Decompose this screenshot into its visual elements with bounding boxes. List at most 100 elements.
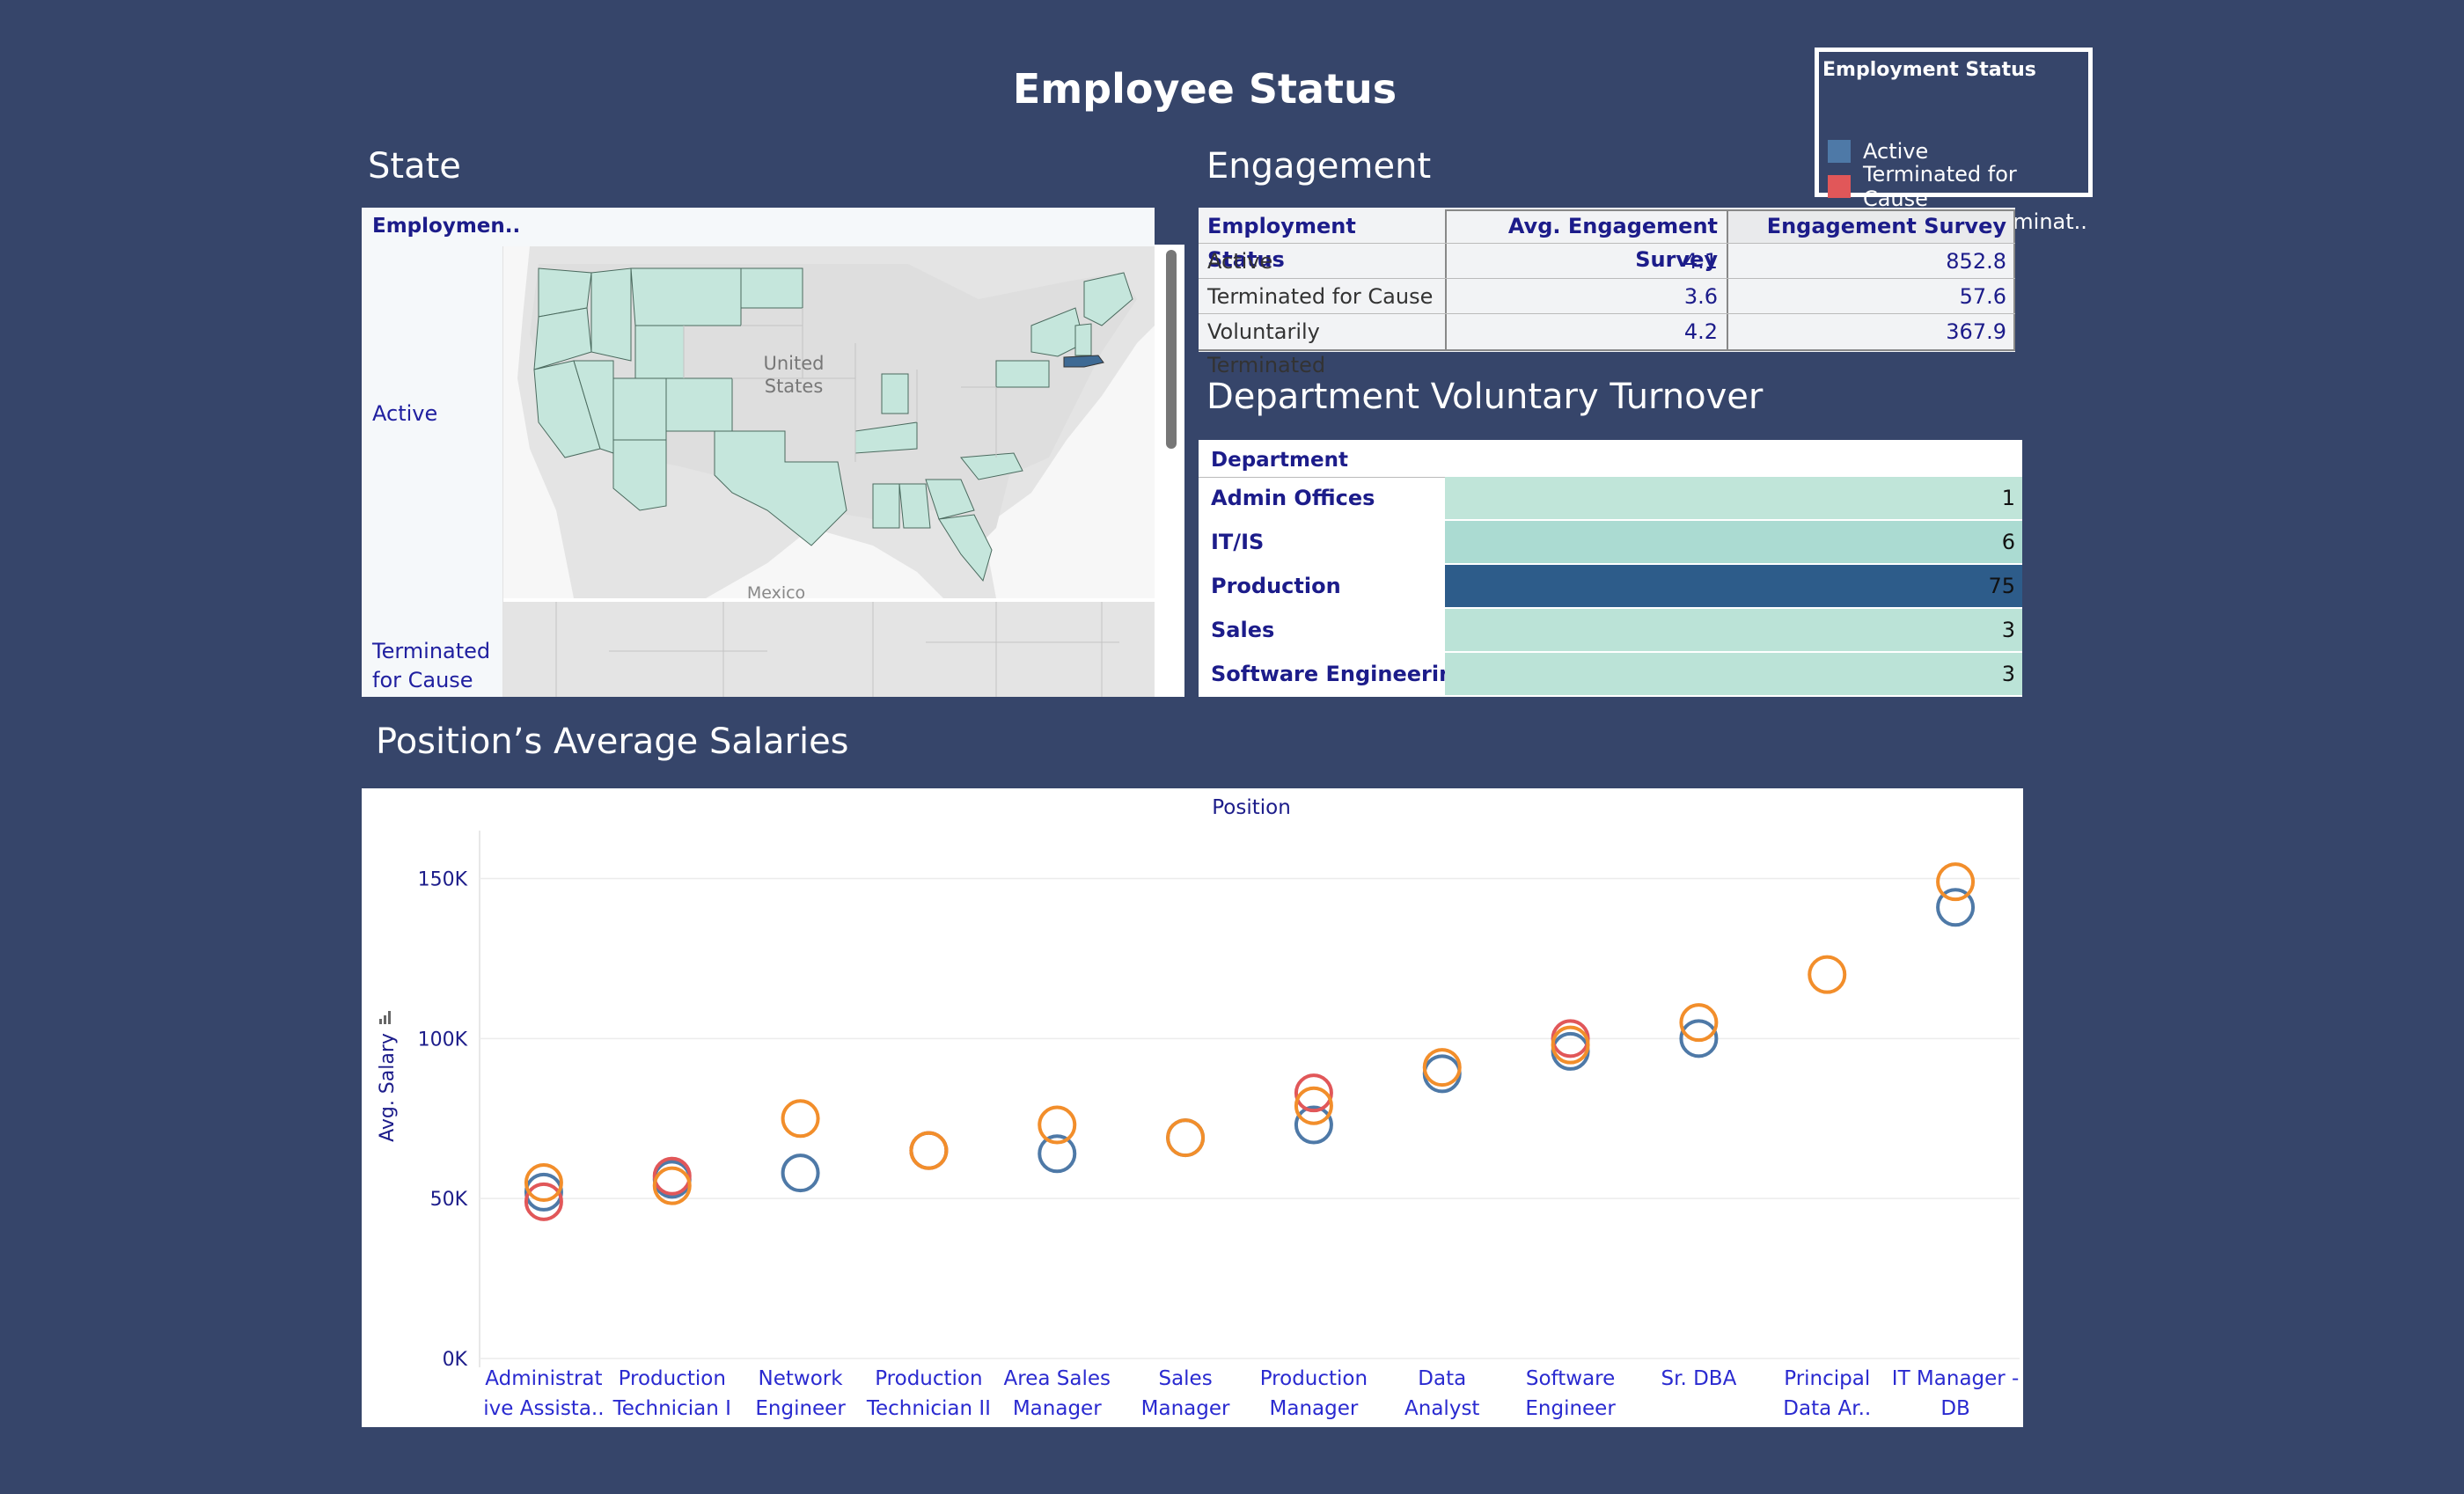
dept-value: 3: [1445, 653, 2022, 695]
dept-value: 75: [1445, 565, 2022, 607]
salary-point[interactable]: [781, 1153, 820, 1193]
dept-row-software-engineering[interactable]: Software Engineering 3: [1199, 653, 2022, 695]
dept-value: 3: [1445, 609, 2022, 651]
salary-point[interactable]: [1808, 955, 1847, 994]
dept-row-itis[interactable]: IT/IS 6: [1199, 521, 2022, 563]
salary-point[interactable]: [1294, 1105, 1333, 1145]
dept-row-sales[interactable]: Sales 3: [1199, 609, 2022, 651]
x-tick-label[interactable]: Manager: [1013, 1397, 1102, 1420]
salary-point[interactable]: [524, 1182, 563, 1221]
legend-label: Active: [1863, 139, 1929, 164]
us-state-map[interactable]: United States Mexico: [503, 246, 1155, 697]
x-tick-label[interactable]: Administrat: [485, 1367, 602, 1390]
legend-title: Employment Status: [1822, 59, 2036, 81]
salary-point[interactable]: [652, 1166, 692, 1205]
eng-row-label: Active: [1207, 249, 1273, 274]
x-tick-label[interactable]: Sales: [1158, 1367, 1212, 1390]
x-tick-label[interactable]: ive Assista..: [483, 1397, 604, 1420]
salary-point[interactable]: [1294, 1073, 1333, 1113]
legend-item-active[interactable]: Active: [1828, 138, 1928, 165]
salary-point[interactable]: [1422, 1048, 1462, 1088]
salary-point[interactable]: [524, 1163, 563, 1202]
x-tick-label[interactable]: Engineer: [755, 1397, 846, 1420]
engagement-table: Employment Status Avg. Engagement Survey…: [1199, 208, 2015, 377]
eng-header-status: Employment Status: [1207, 214, 1356, 272]
map-row-label-active: Active: [372, 401, 438, 426]
map-row-headers: [362, 246, 503, 697]
eng-row-label: Voluntarily Terminated: [1207, 319, 1326, 377]
y-tick-label: 0K: [443, 1349, 468, 1371]
eng-header-total: Engagement Survey: [1728, 209, 2015, 243]
x-tick-label[interactable]: Manager: [1270, 1397, 1359, 1420]
y-axis-label: Avg. Salary: [377, 1033, 399, 1142]
salary-point[interactable]: [1166, 1118, 1206, 1158]
salary-point[interactable]: [1038, 1105, 1077, 1145]
salary-scatter-panel: Position 0K 50K 100K 150K Administrat ive As…: [362, 788, 2023, 1427]
x-tick-label[interactable]: Area Sales: [1004, 1367, 1111, 1390]
salary-point[interactable]: [1038, 1134, 1077, 1174]
x-tick-label[interactable]: Sr. DBA: [1661, 1367, 1737, 1390]
x-tick-label[interactable]: DB: [1940, 1397, 1970, 1420]
salary-point[interactable]: [1936, 888, 1976, 927]
dept-label: Sales: [1211, 618, 1275, 642]
department-section-title: Department Voluntary Turnover: [1206, 377, 1764, 417]
x-tick-label[interactable]: Data Ar..: [1783, 1397, 1871, 1420]
dept-label: Software Engineering: [1211, 662, 1470, 686]
y-tick-label: 100K: [418, 1029, 468, 1051]
sort-icon[interactable]: [379, 1011, 391, 1024]
salary-point[interactable]: [1679, 1003, 1719, 1043]
x-tick-label[interactable]: Network: [759, 1367, 844, 1390]
salary-point[interactable]: [781, 1099, 820, 1139]
dashboard-title: Employee Status: [1012, 65, 1397, 113]
dept-row-production[interactable]: Production 75: [1199, 565, 2022, 607]
salary-scatter-chart[interactable]: Position 0K 50K 100K 150K Administrat ive As…: [362, 788, 2023, 1427]
y-tick-label: 150K: [418, 869, 468, 891]
salary-point[interactable]: [524, 1172, 563, 1212]
eng-header-avg: Avg. Engagement Survey: [1507, 214, 1718, 272]
x-tick-label[interactable]: Principal: [1784, 1367, 1870, 1390]
x-tick-label[interactable]: Production: [875, 1367, 982, 1390]
y-tick-label: 50K: [430, 1189, 468, 1211]
x-tick-label[interactable]: Technician I: [612, 1397, 731, 1420]
map-label-mexico: Mexico: [747, 583, 805, 603]
x-tick-label[interactable]: Analyst: [1404, 1397, 1479, 1420]
dept-value: 1: [1445, 477, 2022, 519]
state-map-panel: Employmen.. Active Terminated for Cause …: [362, 208, 1155, 697]
x-tick-label[interactable]: Production: [1260, 1367, 1368, 1390]
eng-cell: 852.8: [1946, 249, 2006, 274]
highlighted-state[interactable]: [1063, 355, 1104, 368]
legend-swatch-active: [1828, 140, 1851, 163]
salary-section-title: Position’s Average Salaries: [376, 721, 849, 762]
x-tick-label[interactable]: Manager: [1141, 1397, 1230, 1420]
salary-point[interactable]: [652, 1156, 692, 1196]
x-tick-label[interactable]: Engineer: [1525, 1397, 1616, 1420]
dept-label: Production: [1211, 574, 1341, 598]
dept-label: IT/IS: [1211, 530, 1265, 554]
eng-cell: 4.1: [1683, 249, 1718, 274]
dept-label: Admin Offices: [1211, 486, 1375, 510]
eng-cell: 3.6: [1683, 284, 1718, 309]
x-tick-label[interactable]: Software: [1526, 1367, 1615, 1390]
map-scrollbar-thumb[interactable]: [1166, 250, 1177, 449]
department-table: Department Admin Offices 1 IT/IS 6 Produ…: [1199, 440, 2022, 697]
map-header-label: Employmen..: [372, 215, 521, 238]
x-tick-label[interactable]: Production: [619, 1367, 726, 1390]
x-tick-label[interactable]: IT Manager -: [1892, 1367, 2020, 1390]
salary-point[interactable]: [1936, 862, 1976, 902]
engagement-section-title: Engagement: [1206, 146, 1432, 187]
x-tick-label[interactable]: Technician II: [866, 1397, 991, 1420]
dept-row-admin[interactable]: Admin Offices 1: [1199, 477, 2022, 519]
map-label-united: United: [764, 353, 825, 374]
salary-point[interactable]: [1294, 1086, 1333, 1125]
eng-cell: 57.6: [1959, 284, 2006, 309]
legend-swatch-terminated: [1828, 175, 1851, 198]
salary-point[interactable]: [909, 1131, 949, 1170]
map-row-label-terminated: Terminated for Cause: [372, 639, 491, 692]
x-tick-label[interactable]: Data: [1418, 1367, 1466, 1390]
legend-label: Terminated for Cause: [1862, 162, 2017, 211]
legend-item-terminated-for-cause[interactable]: Terminated for Cause: [1828, 162, 2088, 211]
dept-value: 6: [1445, 521, 2022, 563]
salary-point[interactable]: [1551, 1025, 1590, 1065]
salary-point[interactable]: [1679, 1019, 1719, 1058]
position-column-header: Position: [1212, 796, 1291, 819]
